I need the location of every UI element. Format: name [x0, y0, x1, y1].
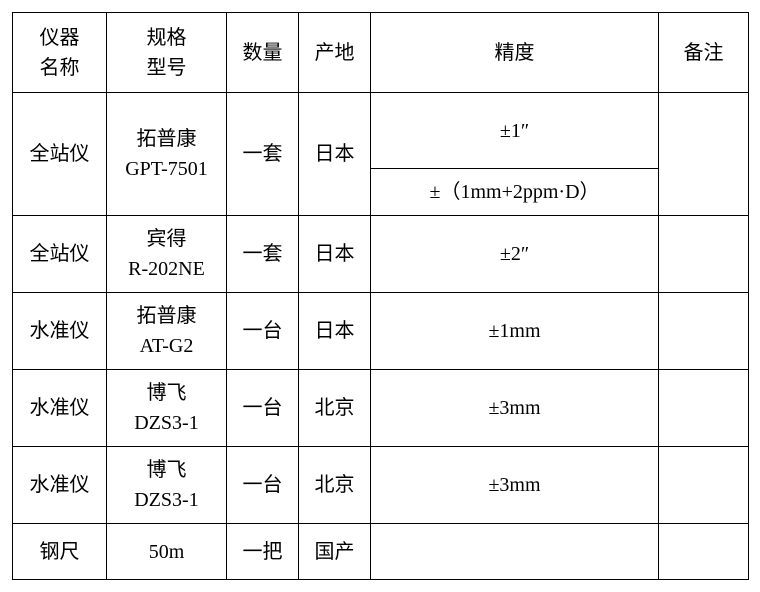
cell-remark: [659, 293, 749, 370]
table-row: 水准仪 博飞DZS3-1 一台 北京 ±3mm: [13, 447, 749, 524]
cell-precision: ±1mm: [371, 293, 659, 370]
cell-origin: 日本: [299, 293, 371, 370]
cell-name: 全站仪: [13, 216, 107, 293]
cell-origin: 日本: [299, 93, 371, 216]
table-row: 钢尺 50m 一把 国产: [13, 524, 749, 580]
cell-model: 博飞DZS3-1: [107, 370, 227, 447]
cell-model: 拓普康GPT-7501: [107, 93, 227, 216]
table-row: 水准仪 博飞DZS3-1 一台 北京 ±3mm: [13, 370, 749, 447]
cell-precision: ±2″: [371, 216, 659, 293]
cell-remark: [659, 447, 749, 524]
cell-remark: [659, 93, 749, 216]
cell-name: 水准仪: [13, 370, 107, 447]
cell-qty: 一台: [227, 447, 299, 524]
cell-remark: [659, 216, 749, 293]
cell-qty: 一台: [227, 370, 299, 447]
cell-name: 钢尺: [13, 524, 107, 580]
instrument-table: 仪器名称 规格型号 数量 产地 精度 备注 全站仪 拓普康GPT-7501 一套…: [12, 12, 749, 580]
header-origin: 产地: [299, 13, 371, 93]
cell-origin: 北京: [299, 447, 371, 524]
cell-qty: 一把: [227, 524, 299, 580]
cell-precision: ±3mm: [371, 447, 659, 524]
cell-remark: [659, 370, 749, 447]
table-row: 水准仪 拓普康AT-G2 一台 日本 ±1mm: [13, 293, 749, 370]
cell-model: 拓普康AT-G2: [107, 293, 227, 370]
cell-model: 50m: [107, 524, 227, 580]
cell-precision: ±3mm: [371, 370, 659, 447]
cell-qty: 一台: [227, 293, 299, 370]
cell-origin: 国产: [299, 524, 371, 580]
cell-name: 全站仪: [13, 93, 107, 216]
cell-qty: 一套: [227, 216, 299, 293]
table-header-row: 仪器名称 规格型号 数量 产地 精度 备注: [13, 13, 749, 93]
cell-precision-a: ±1″: [371, 93, 659, 169]
header-model: 规格型号: [107, 13, 227, 93]
header-remark: 备注: [659, 13, 749, 93]
cell-origin: 北京: [299, 370, 371, 447]
table-row: 全站仪 拓普康GPT-7501 一套 日本 ±1″: [13, 93, 749, 169]
cell-origin: 日本: [299, 216, 371, 293]
cell-precision-b: ±（1mm+2ppm·D）: [371, 169, 659, 216]
cell-model: 博飞DZS3-1: [107, 447, 227, 524]
cell-remark: [659, 524, 749, 580]
header-precision: 精度: [371, 13, 659, 93]
cell-precision: [371, 524, 659, 580]
header-qty: 数量: [227, 13, 299, 93]
table-row: 全站仪 宾得R-202NE 一套 日本 ±2″: [13, 216, 749, 293]
cell-qty: 一套: [227, 93, 299, 216]
cell-model: 宾得R-202NE: [107, 216, 227, 293]
cell-name: 水准仪: [13, 447, 107, 524]
header-name: 仪器名称: [13, 13, 107, 93]
cell-name: 水准仪: [13, 293, 107, 370]
